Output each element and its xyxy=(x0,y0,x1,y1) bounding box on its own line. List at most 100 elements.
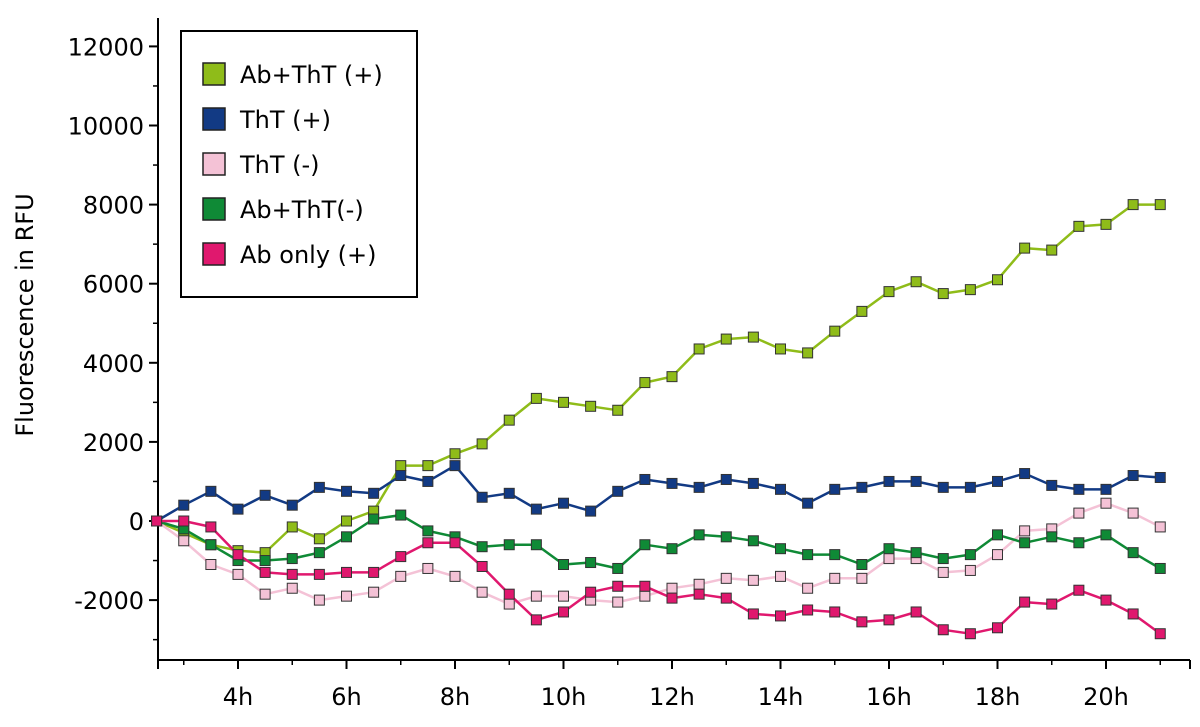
data-point xyxy=(639,539,651,551)
data-point xyxy=(1154,471,1166,483)
series-line xyxy=(155,501,1161,606)
data-point xyxy=(368,513,380,525)
y-tick-label: 6000 xyxy=(83,271,144,299)
data-point xyxy=(1019,525,1031,537)
data-point xyxy=(286,568,298,580)
data-point xyxy=(368,586,380,598)
data-point xyxy=(1073,537,1085,549)
data-point xyxy=(1073,507,1085,519)
data-point xyxy=(720,473,732,485)
data-point xyxy=(341,485,352,497)
data-point xyxy=(802,582,814,594)
data-point xyxy=(1046,244,1058,256)
data-point xyxy=(476,438,488,450)
data-point xyxy=(802,497,814,509)
x-tick-label: 12h xyxy=(649,683,695,711)
data-point xyxy=(883,543,895,555)
y-tick-label: 12000 xyxy=(68,33,144,61)
data-point xyxy=(1073,220,1085,232)
data-point xyxy=(530,590,542,602)
data-point xyxy=(775,543,786,555)
data-point xyxy=(937,288,949,300)
x-tick-label: 14h xyxy=(758,683,804,711)
data-point xyxy=(558,559,569,571)
data-point xyxy=(449,537,461,549)
series-5 xyxy=(151,515,1166,640)
data-point xyxy=(693,343,705,355)
data-point xyxy=(1100,218,1112,230)
y-ticks: 12000 10000 8000 6000 4000 2000 0 -2000 xyxy=(68,33,158,641)
data-point xyxy=(585,557,597,569)
data-point xyxy=(395,551,407,563)
legend-label: Ab only (+) xyxy=(240,241,377,269)
x-tick-label: 6h xyxy=(331,683,361,711)
data-point xyxy=(259,588,271,600)
series-4 xyxy=(151,509,1166,574)
y-axis-title: Fluorescence in RFU xyxy=(11,193,39,436)
data-point xyxy=(205,559,217,571)
series-2 xyxy=(151,460,1166,527)
data-point xyxy=(368,487,380,499)
x-tick-label: 20h xyxy=(1083,683,1129,711)
data-point xyxy=(829,606,841,618)
y-tick-label: 0 xyxy=(129,508,144,536)
data-point xyxy=(232,568,244,580)
data-point xyxy=(259,555,271,567)
data-point xyxy=(802,604,814,616)
data-point xyxy=(666,477,678,489)
data-point xyxy=(178,535,190,547)
data-point xyxy=(1073,483,1085,495)
data-point xyxy=(747,331,759,343)
data-point xyxy=(639,590,651,602)
legend: Ab+ThT (+) ThT (+) ThT (-) Ab+ThT(-) Ab only… xyxy=(180,30,418,298)
data-point xyxy=(802,347,814,359)
data-point xyxy=(612,562,624,574)
y-tick-label: 10000 xyxy=(68,113,144,141)
data-point xyxy=(259,566,271,578)
data-point xyxy=(1073,584,1085,596)
x-tick-label: 10h xyxy=(541,683,587,711)
data-point xyxy=(476,491,488,503)
data-point xyxy=(286,582,298,594)
data-point xyxy=(910,606,922,618)
data-point xyxy=(558,497,569,509)
data-point xyxy=(747,608,759,620)
data-point xyxy=(205,539,217,551)
data-point xyxy=(856,559,868,571)
data-point xyxy=(503,539,515,551)
data-point xyxy=(449,460,461,472)
data-point xyxy=(666,582,678,594)
data-point xyxy=(530,539,542,551)
data-point xyxy=(612,485,624,497)
data-point xyxy=(937,624,949,636)
data-point xyxy=(1127,470,1139,482)
data-point xyxy=(286,521,298,533)
data-point xyxy=(341,531,352,543)
data-point xyxy=(1100,483,1112,495)
data-point xyxy=(693,529,705,541)
data-point xyxy=(585,505,597,517)
data-point xyxy=(992,274,1003,286)
series-line xyxy=(155,513,1161,570)
data-point xyxy=(992,622,1003,634)
data-point xyxy=(937,566,949,578)
data-point xyxy=(313,547,325,559)
data-point xyxy=(341,515,352,527)
data-point xyxy=(1127,507,1139,519)
legend-label: ThT (-) xyxy=(239,151,320,179)
data-point xyxy=(612,596,624,608)
data-point xyxy=(558,606,569,618)
data-point xyxy=(422,562,434,574)
series-line xyxy=(155,464,1161,523)
data-point xyxy=(395,470,407,482)
data-point xyxy=(1154,199,1166,211)
data-point xyxy=(476,541,488,553)
data-point xyxy=(1154,562,1166,574)
data-point xyxy=(937,481,949,493)
data-point xyxy=(313,568,325,580)
data-point xyxy=(1046,598,1058,610)
legend-swatch xyxy=(202,107,226,131)
data-point xyxy=(937,553,949,565)
data-point xyxy=(1019,242,1031,254)
